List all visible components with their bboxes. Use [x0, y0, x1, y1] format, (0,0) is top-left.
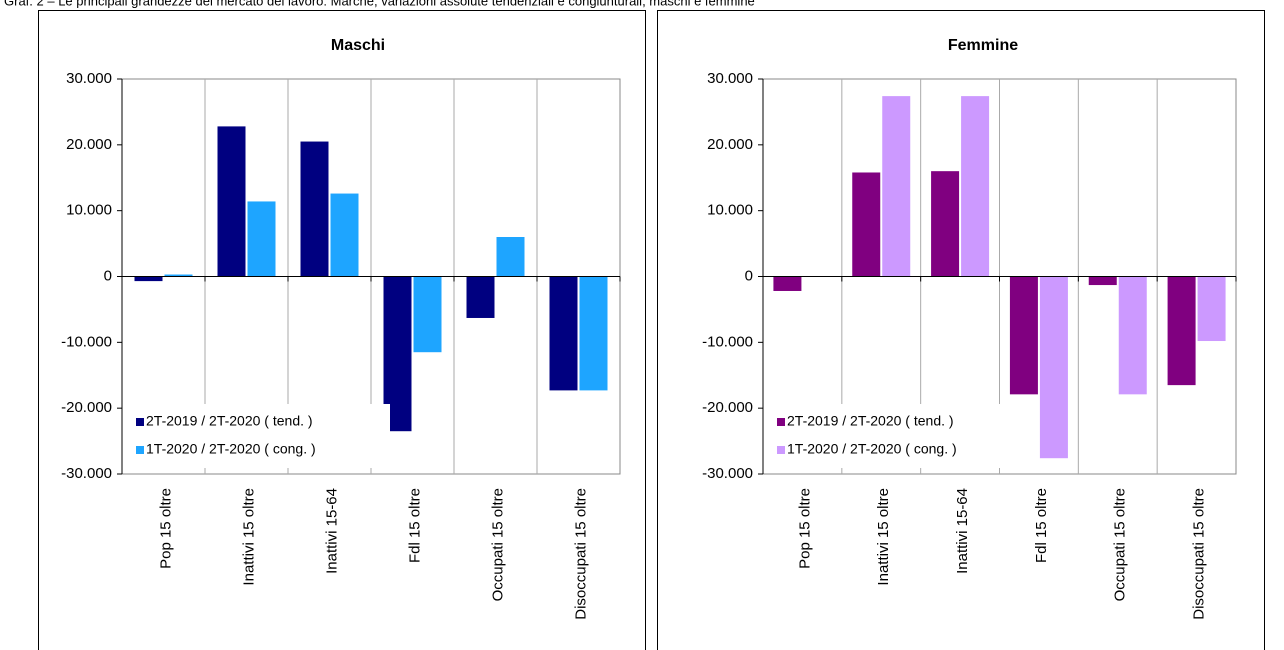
panel-frame	[38, 10, 646, 650]
bar	[549, 276, 578, 391]
bar	[413, 276, 442, 353]
y-tick-label: 0	[745, 267, 753, 284]
bar	[773, 276, 802, 291]
y-tick-label: 10.000	[707, 202, 753, 219]
bar	[164, 274, 193, 277]
x-tick-label: Disoccupati 15 oltre	[572, 488, 589, 620]
bar	[931, 171, 960, 277]
bar	[134, 276, 163, 282]
y-tick-label: -30.000	[702, 465, 753, 482]
bar	[1009, 276, 1038, 395]
bar	[1197, 276, 1226, 342]
bar	[1118, 276, 1147, 395]
x-tick-label: Fdl 15 oltre	[406, 488, 423, 563]
legend-swatch	[777, 446, 785, 454]
chart-title: Femmine	[948, 37, 1018, 54]
y-tick-label: 30.000	[707, 70, 753, 87]
legend-swatch	[136, 446, 144, 454]
x-tick-label: Inattivi 15-64	[954, 488, 971, 574]
legend-label: 1T-2020 / 2T-2020 ( cong. )	[146, 441, 316, 457]
y-tick-label: 20.000	[66, 136, 112, 153]
x-tick-label: Inattivi 15 oltre	[240, 488, 257, 586]
x-tick-label: Fdl 15 oltre	[1033, 488, 1050, 563]
legend-label: 1T-2020 / 2T-2020 ( cong. )	[787, 441, 957, 457]
x-tick-label: Pop 15 oltre	[157, 488, 174, 569]
bar	[247, 201, 276, 277]
y-tick-label: -20.000	[61, 399, 112, 416]
y-tick-label: 20.000	[707, 136, 753, 153]
y-tick-label: 0	[104, 267, 112, 284]
y-tick-label: 10.000	[66, 202, 112, 219]
y-tick-label: -10.000	[702, 333, 753, 350]
bar	[496, 237, 525, 277]
x-tick-label: Pop 15 oltre	[796, 488, 813, 569]
bar	[1167, 276, 1196, 386]
y-tick-label: 30.000	[66, 70, 112, 87]
bar	[466, 276, 495, 318]
chart-title: Maschi	[331, 37, 385, 54]
bar	[852, 172, 881, 277]
legend-box	[132, 404, 390, 468]
bar	[579, 276, 608, 391]
x-tick-label: Occupati 15 oltre	[1112, 488, 1129, 601]
legend-swatch	[136, 418, 144, 426]
bar	[961, 96, 990, 277]
legend-label: 2T-2019 / 2T-2020 ( tend. )	[146, 413, 313, 429]
bar	[1039, 276, 1068, 459]
bar	[330, 193, 359, 277]
y-tick-label: -10.000	[61, 333, 112, 350]
legend-swatch	[777, 418, 785, 426]
x-tick-label: Disoccupati 15 oltre	[1191, 488, 1208, 620]
bar	[882, 96, 911, 277]
bar	[1088, 276, 1117, 286]
x-tick-label: Inattivi 15 oltre	[875, 488, 892, 586]
figure-caption: Graf. 2 – Le principali grandezze del me…	[4, 0, 755, 8]
legend-box	[773, 404, 1031, 468]
y-tick-label: -30.000	[61, 465, 112, 482]
legend-label: 2T-2019 / 2T-2020 ( tend. )	[787, 413, 954, 429]
y-tick-label: -20.000	[702, 399, 753, 416]
x-tick-label: Inattivi 15-64	[323, 488, 340, 574]
panel-frame	[657, 10, 1265, 650]
bar	[300, 141, 329, 277]
x-tick-label: Occupati 15 oltre	[489, 488, 506, 601]
bar	[217, 126, 246, 277]
